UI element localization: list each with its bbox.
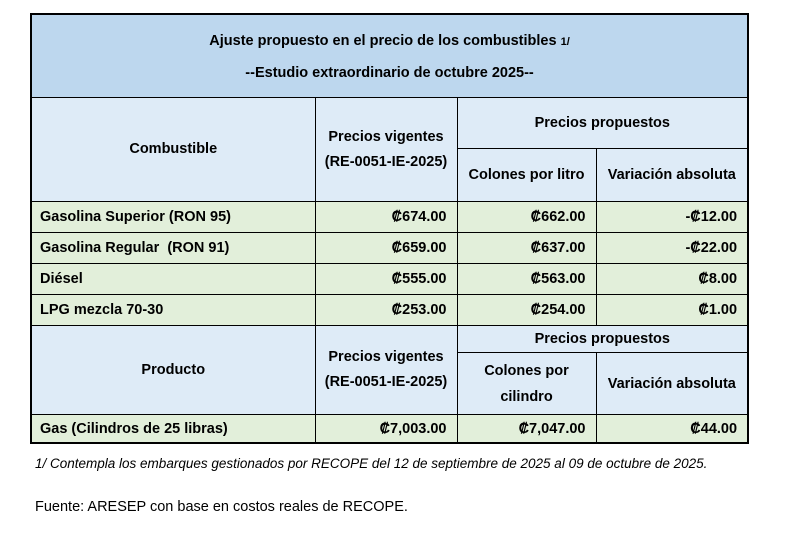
precios-vigentes-line-2: (RE-0051-IE-2025) <box>324 153 448 170</box>
footnote: 1/ Contempla los embarques gestionados p… <box>35 456 708 471</box>
section1-header-row-sub: Colones por litro Variación absoluta <box>31 148 749 202</box>
header-precios-propuestos-2: Precios propuestos <box>456 325 749 353</box>
current-price-cell: ₡659.00 <box>314 232 458 264</box>
section2-header-row-sub: Colones por cilindro Variación absoluta <box>31 352 749 415</box>
table-title: Ajuste propuesto en el precio de los com… <box>30 13 749 98</box>
table-row-diesel: Diésel ₡555.00 ₡563.00 ₡8.00 <box>30 263 749 295</box>
precios-vigentes-line-2: (RE-0051-IE-2025) <box>324 374 448 390</box>
current-price-cell: ₡674.00 <box>314 201 458 233</box>
section1-header-row-top: Combustible Precios vigentes (RE-0051-IE… <box>30 97 749 202</box>
fuel-name-cell: Gasolina Regular (RON 91) <box>30 232 316 264</box>
current-price-cell: ₡555.00 <box>314 263 458 295</box>
precios-vigentes-line-1: Precios vigentes <box>328 128 444 145</box>
proposed-price-cell: ₡7,047.00 <box>456 414 597 444</box>
table-row-gas-cilindro: Gas (Cilindros de 25 libras) ₡7,003.00 ₡… <box>30 414 749 444</box>
source-note: Fuente: ARESEP con base en costos reales… <box>35 499 408 515</box>
header-variacion-absoluta: Variación absoluta <box>595 148 749 202</box>
variation-cell: ₡1.00 <box>595 294 749 326</box>
section2-header-row-top: Producto Precios vigentes (RE-0051-IE-20… <box>30 325 749 415</box>
header-variacion-absoluta-2: Variación absoluta <box>595 352 749 415</box>
fuel-name-cell: Gasolina Superior (RON 95) <box>30 201 316 233</box>
table-row-gasolina-superior: Gasolina Superior (RON 95) ₡674.00 ₡662.… <box>30 201 749 233</box>
header-producto: Producto <box>30 325 316 415</box>
header-combustible: Combustible <box>30 97 316 202</box>
title-text: Ajuste propuesto en el precio de los com… <box>209 32 557 49</box>
variation-cell: ₡44.00 <box>595 414 749 444</box>
fuel-name-cell: Gas (Cilindros de 25 libras) <box>30 414 316 444</box>
header-precios-vigentes-2: Precios vigentes (RE-0051-IE-2025) <box>314 325 458 415</box>
fuel-name-cell: LPG mezcla 70-30 <box>30 294 316 326</box>
proposed-price-cell: ₡662.00 <box>456 201 597 233</box>
variation-cell: -₡22.00 <box>595 232 749 264</box>
title-line-2: --Estudio extraordinario de octubre 2025… <box>245 64 534 81</box>
precios-vigentes-line-1: Precios vigentes <box>328 349 444 365</box>
header-precios-vigentes: Precios vigentes (RE-0051-IE-2025) <box>314 97 458 202</box>
proposed-price-cell: ₡563.00 <box>456 263 597 295</box>
variation-cell: -₡12.00 <box>595 201 749 233</box>
fuel-name-cell: Diésel <box>30 263 316 295</box>
proposed-price-cell: ₡637.00 <box>456 232 597 264</box>
colones-cilindro-line-2: cilindro <box>500 388 553 405</box>
table-row-lpg: LPG mezcla 70-30 ₡253.00 ₡254.00 ₡1.00 <box>30 294 749 326</box>
header-colones-por-litro: Colones por litro <box>456 148 597 202</box>
current-price-cell: ₡253.00 <box>314 294 458 326</box>
title-row: Ajuste propuesto en el precio de los com… <box>30 13 749 98</box>
title-line-1: Ajuste propuesto en el precio de los com… <box>32 26 747 58</box>
fuel-price-table: Ajuste propuesto en el precio de los com… <box>30 13 750 444</box>
colones-cilindro-line-1: Colones por <box>484 362 569 379</box>
proposed-price-cell: ₡254.00 <box>456 294 597 326</box>
current-price-cell: ₡7,003.00 <box>314 414 458 444</box>
header-precios-propuestos: Precios propuestos <box>456 97 749 149</box>
table-row-gasolina-regular: Gasolina Regular (RON 91) ₡659.00 ₡637.0… <box>30 232 749 264</box>
variation-cell: ₡8.00 <box>595 263 749 295</box>
header-colones-por-cilindro: Colones por cilindro <box>456 352 597 415</box>
title-footnote-marker: 1/ <box>560 35 570 48</box>
